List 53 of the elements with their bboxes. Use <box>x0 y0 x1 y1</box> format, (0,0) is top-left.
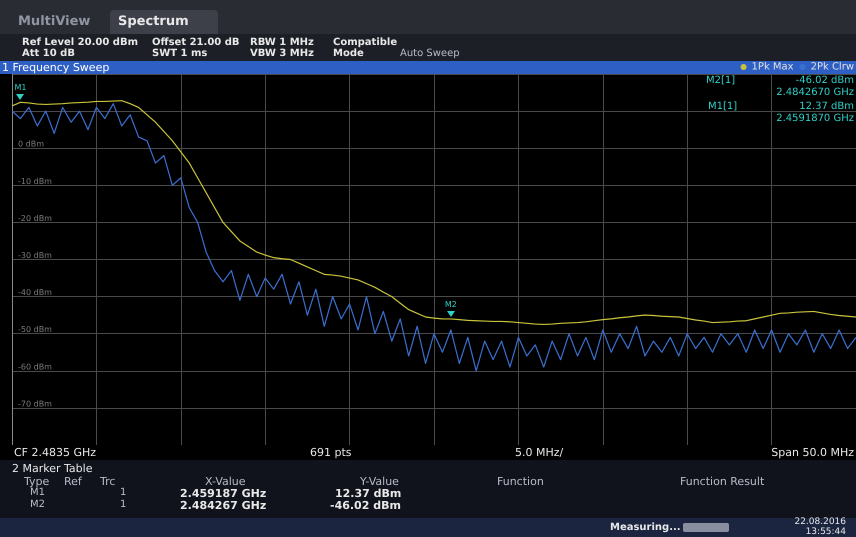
text: 2.459187 GHz <box>180 487 266 500</box>
y-tick-label: -40 dBm <box>18 288 52 298</box>
y-tick-label: 0 dBm <box>18 140 44 149</box>
annotation: M2[1] <box>706 75 736 86</box>
text: Measuring... <box>610 522 681 533</box>
text: MultiView <box>18 14 90 29</box>
text: Spectrum <box>118 14 189 29</box>
y-tick-label: -70 dBm <box>18 399 52 408</box>
text: Function <box>497 475 544 488</box>
text: 691 pts <box>310 446 352 459</box>
y-tick-label: -10 dBm <box>18 176 52 186</box>
text: Mode <box>333 48 364 59</box>
annotation: M1[1] <box>708 101 738 112</box>
text: Type <box>24 475 50 488</box>
text: Offset 21.00 dB <box>152 37 240 48</box>
text: Trc <box>100 475 116 488</box>
text: CF 2.4835 GHz <box>14 446 96 459</box>
text: X-Value <box>205 475 246 488</box>
text: 5.0 MHz/ <box>515 446 564 459</box>
text: 1 <box>120 487 126 498</box>
y-tick-label: -30 dBm <box>18 251 52 260</box>
annotation: -46.02 dBm <box>796 75 854 86</box>
text: Att 10 dB <box>22 48 75 59</box>
annotation: 2.4591870 GHz <box>776 113 854 124</box>
text: Y-Value <box>360 475 399 488</box>
annotation: 12.37 dBm <box>799 101 854 112</box>
text: 1 <box>120 499 126 510</box>
text: 22.08.2016 <box>794 517 846 527</box>
text: VBW 3 MHz <box>250 48 314 59</box>
annotation: M1 <box>14 83 26 92</box>
text: Auto Sweep <box>400 48 460 59</box>
text: M1 <box>30 487 45 498</box>
text: Compatible <box>333 37 398 48</box>
text: 2.484267 GHz <box>180 499 266 512</box>
text: Function Result <box>680 475 764 488</box>
legend-label: 1Pk Max <box>752 62 794 72</box>
annotation: 2.4842670 GHz <box>776 87 854 98</box>
text: Span 50.0 MHz <box>771 446 854 459</box>
annotation: M2 <box>444 300 457 309</box>
text: 13:55:44 <box>806 527 846 537</box>
y-tick-label: -50 dBm <box>18 325 52 334</box>
chart-title: 1 Frequency Sweep <box>2 61 110 74</box>
text: SWT 1 ms <box>152 48 208 59</box>
text: 2 Marker Table <box>12 462 92 475</box>
y-tick-label: -60 dBm <box>18 362 52 372</box>
y-tick-label: -20 dBm <box>18 214 52 223</box>
text: RBW 1 MHz <box>250 37 314 48</box>
text: Ref Level 20.00 dBm <box>22 37 138 48</box>
text: Ref <box>64 475 82 488</box>
legend-label: 2Pk Clrw <box>810 62 854 72</box>
text: M2 <box>30 499 45 510</box>
text: -46.02 dBm <box>330 499 401 512</box>
text: 12.37 dBm <box>335 487 402 500</box>
